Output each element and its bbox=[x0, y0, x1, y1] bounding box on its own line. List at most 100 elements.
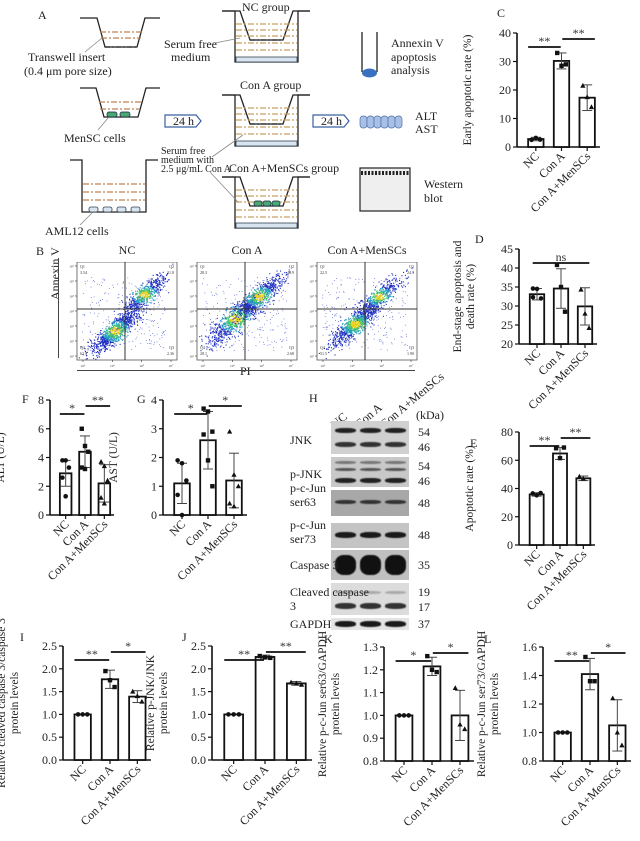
y-axis-label: Relative p-c-Jun ser73/GAPDHprotein leve… bbox=[476, 631, 501, 777]
quadrant-name: Q3 bbox=[169, 345, 174, 350]
data-point bbox=[560, 730, 565, 735]
protein-band bbox=[385, 500, 406, 504]
y-tick-label: 0 bbox=[507, 538, 513, 552]
quadrant-name: Q1 bbox=[320, 264, 325, 269]
data-point bbox=[112, 685, 116, 689]
y-tick-label: 40 bbox=[499, 26, 511, 40]
data-point bbox=[258, 654, 262, 658]
flow-x-axis-rule bbox=[77, 370, 415, 371]
annexin-label-2: apoptosis bbox=[391, 50, 436, 64]
cona-group-well bbox=[212, 95, 310, 157]
y-tick-label: 1.1 bbox=[363, 686, 378, 700]
y-tick-label: 1.5 bbox=[191, 685, 206, 699]
cona-medium-label-3: 2.5 μg/mL Con A bbox=[161, 164, 231, 175]
x-tick-label: 10¹ bbox=[201, 364, 206, 368]
quadrant-name: Q2 bbox=[289, 264, 294, 269]
blot-strip bbox=[331, 523, 409, 548]
nc-group-title: NC group bbox=[242, 0, 290, 14]
y-tick-label: 8 bbox=[38, 393, 44, 407]
y-tick-label: 1.0 bbox=[522, 726, 537, 740]
quadrant-value: 22.5 bbox=[320, 270, 327, 275]
y-tick-label: 10² bbox=[69, 340, 74, 344]
cona-group-title: Con A group bbox=[240, 78, 301, 92]
y-tick-label: 1.0 bbox=[363, 708, 378, 722]
kda-marker: 46 bbox=[418, 474, 430, 489]
data-point bbox=[538, 491, 543, 496]
quadrant-name: Q4 bbox=[80, 345, 85, 350]
y-tick-label: 10⁷ bbox=[69, 265, 75, 269]
y-tick-label: 60 bbox=[501, 453, 513, 467]
protein-band bbox=[335, 500, 356, 504]
y-tick-label: 10⁴ bbox=[309, 310, 315, 314]
protein-band bbox=[335, 468, 356, 471]
data-point bbox=[288, 680, 293, 685]
flow-plot-title: Con A bbox=[231, 243, 262, 257]
y-tick-label: 2.5 bbox=[42, 639, 57, 653]
kda-marker: 48 bbox=[418, 528, 430, 543]
data-point bbox=[180, 461, 185, 466]
combo-group-well bbox=[210, 172, 310, 228]
significance-label: * bbox=[69, 401, 75, 415]
data-point bbox=[559, 285, 563, 289]
quadrant-value: 28.1 bbox=[200, 351, 207, 356]
y-tick-label: 0 bbox=[505, 140, 511, 154]
data-point bbox=[210, 484, 214, 488]
quadrant-name: Q1 bbox=[80, 264, 85, 269]
quadrant-name: Q3 bbox=[289, 345, 294, 350]
y-tick-label: 40 bbox=[501, 261, 513, 275]
y-tick-label: 10 bbox=[499, 112, 511, 126]
data-point bbox=[430, 668, 434, 672]
data-point bbox=[206, 409, 210, 413]
blot-strip bbox=[331, 457, 409, 487]
nc-group-well bbox=[215, 11, 310, 62]
data-point bbox=[563, 310, 567, 314]
data-point bbox=[85, 712, 90, 717]
x-tick-label: 10⁷ bbox=[289, 364, 295, 368]
western-label-2: blot bbox=[424, 191, 443, 205]
significance-label: * bbox=[448, 640, 454, 654]
y-tick-label: 10⁶ bbox=[309, 280, 315, 284]
bar bbox=[554, 733, 570, 762]
flow-y-axis-rule bbox=[58, 258, 59, 358]
bar bbox=[424, 666, 441, 761]
significance-label: ns bbox=[556, 250, 567, 264]
blot-row-label: Caspase 3 bbox=[290, 558, 338, 572]
quadrant-name: Q1 bbox=[200, 264, 205, 269]
serum-free-label-2: medium bbox=[171, 50, 210, 64]
y-axis-label: Early apoptotic rate (%) bbox=[462, 34, 474, 145]
protein-band bbox=[385, 468, 406, 471]
x-tick-label: NC bbox=[218, 762, 240, 784]
data-point bbox=[206, 458, 210, 462]
data-point bbox=[103, 669, 107, 673]
data-point bbox=[63, 458, 68, 463]
y-tick-label: 10⁶ bbox=[69, 280, 75, 284]
y-tick-label: 0.9 bbox=[363, 731, 378, 745]
aml12-label: AML12 cells bbox=[45, 224, 109, 238]
y-tick-label: 10¹ bbox=[189, 355, 194, 359]
x-tick-label: NC bbox=[388, 763, 410, 785]
y-tick-label: 10³ bbox=[69, 325, 74, 329]
y-tick-label: 3 bbox=[151, 422, 157, 436]
kda-header: (kDa) bbox=[416, 408, 444, 423]
bar bbox=[287, 683, 306, 760]
protein-band bbox=[385, 603, 406, 609]
y-tick-label: 0 bbox=[151, 508, 157, 522]
protein-band bbox=[335, 461, 356, 464]
alt-label: ALT bbox=[415, 109, 437, 123]
data-point bbox=[86, 450, 90, 454]
plate-wells-icon bbox=[360, 116, 402, 128]
panel-label-h: H bbox=[309, 391, 318, 406]
flow-dot-plot: Q13.54Q231.8Q32.36Q462.310⁷10⁶10⁵10⁴10³1… bbox=[67, 262, 181, 370]
data-point bbox=[397, 713, 402, 718]
data-point bbox=[130, 689, 135, 694]
data-point bbox=[231, 472, 236, 477]
y-tick-label: 10¹ bbox=[69, 355, 74, 359]
y-tick-label: 0.0 bbox=[42, 753, 57, 767]
y-tick-label: 0.0 bbox=[191, 753, 206, 767]
data-point bbox=[610, 696, 615, 701]
y-tick-label: 10⁵ bbox=[69, 295, 75, 299]
data-point bbox=[108, 678, 112, 682]
y-tick-label: 4 bbox=[151, 393, 157, 407]
